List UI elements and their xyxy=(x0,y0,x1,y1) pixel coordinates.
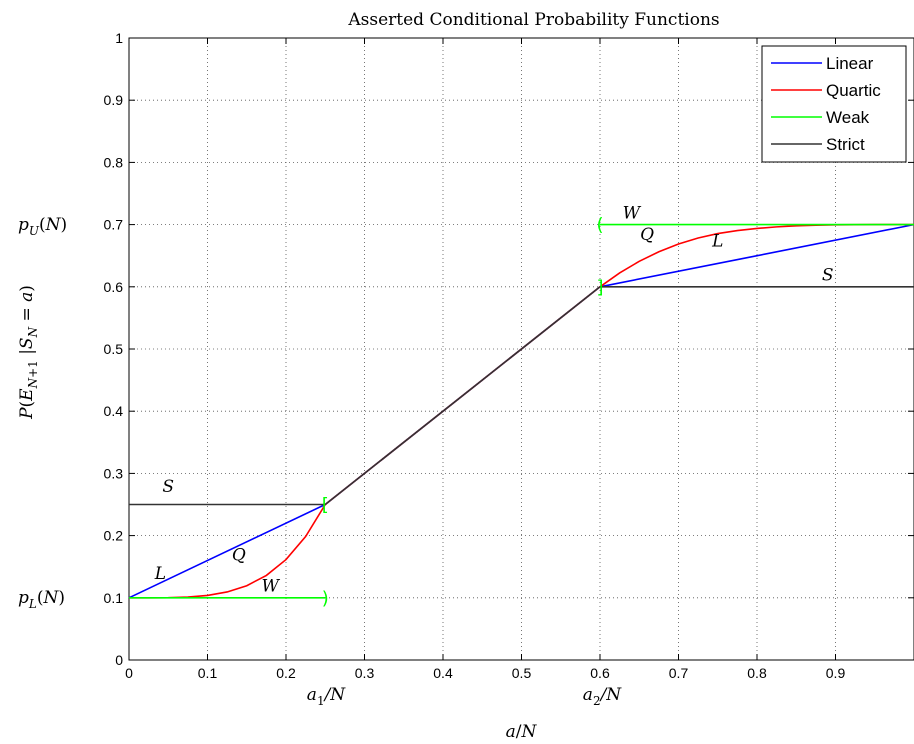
curve-annotation: L xyxy=(154,564,166,584)
legend: Linear Quartic Weak Strict xyxy=(761,45,907,163)
y-tick-label: 0.9 xyxy=(104,92,124,108)
x-tick-label: 0.1 xyxy=(198,665,218,681)
y-tick-label: 0.2 xyxy=(104,528,124,544)
y-tick-label: 0 xyxy=(115,652,123,668)
y-tick-label: 0.6 xyxy=(104,279,124,295)
axis-ticks: 0 0.1 0.2 0.3 0.4 0.5 0.6 0.7 0.8 0.9 0 0.1 0.2 0.3 0.… xyxy=(104,30,914,681)
series-group xyxy=(128,223,914,599)
curve-annotation: S xyxy=(162,477,174,497)
y-tick-label: 0.1 xyxy=(104,590,124,606)
y-tick-label: 0.7 xyxy=(104,217,124,233)
y-label-pL: pL(N) xyxy=(18,588,65,611)
x-axis-label: a/N xyxy=(506,722,538,742)
curve-annotation: Q xyxy=(640,225,654,245)
interval-bracket-marker: ( xyxy=(596,215,603,236)
x-tick-label: 0.2 xyxy=(276,665,296,681)
x-tick-label: 0.8 xyxy=(747,665,767,681)
legend-label-weak: Weak xyxy=(826,108,870,127)
legend-label-quartic: Quartic xyxy=(826,81,881,100)
x-label-a1: a1/N xyxy=(307,685,347,708)
series-line-linear xyxy=(128,503,326,599)
curve-annotation: Q xyxy=(232,545,246,565)
curve-annotation: L xyxy=(711,231,723,251)
legend-label-strict: Strict xyxy=(826,135,865,154)
legend-label-linear: Linear xyxy=(826,54,874,73)
series-line-linear xyxy=(599,223,914,288)
y-tick-label: 0.8 xyxy=(104,154,124,170)
x-tick-label: 0.7 xyxy=(669,665,689,681)
y-label-pU: pU(N) xyxy=(18,215,67,238)
x-tick-label: 0.4 xyxy=(433,665,453,681)
curve-annotation: W xyxy=(623,203,642,223)
interval-bracket-marker: [ xyxy=(322,495,329,516)
x-tick-label: 0.3 xyxy=(355,665,375,681)
y-axis-label: P(EN+1 |SN = a) xyxy=(17,285,40,420)
legend-box xyxy=(761,45,907,163)
series-line-strict xyxy=(324,286,601,506)
x-tick-label: 0.9 xyxy=(826,665,846,681)
bracket-markers: ) [] ( xyxy=(322,215,604,609)
interval-bracket-marker: ) xyxy=(322,588,329,609)
x-label-a2: a2/N xyxy=(583,685,623,708)
chart-title: Asserted Conditional Probability Functio… xyxy=(347,10,719,30)
curve-annotation: S xyxy=(822,266,834,286)
curve-annotation: W xyxy=(262,577,281,597)
y-tick-label: 1 xyxy=(115,30,123,46)
x-tick-label: 0.5 xyxy=(512,665,532,681)
x-tick-label: 0 xyxy=(125,665,133,681)
interval-bracket-marker: ] xyxy=(596,277,603,298)
y-tick-label: 0.3 xyxy=(104,465,124,481)
y-tick-label: 0.5 xyxy=(104,341,124,357)
x-tick-label: 0.6 xyxy=(590,665,610,681)
y-tick-label: 0.4 xyxy=(104,403,124,419)
